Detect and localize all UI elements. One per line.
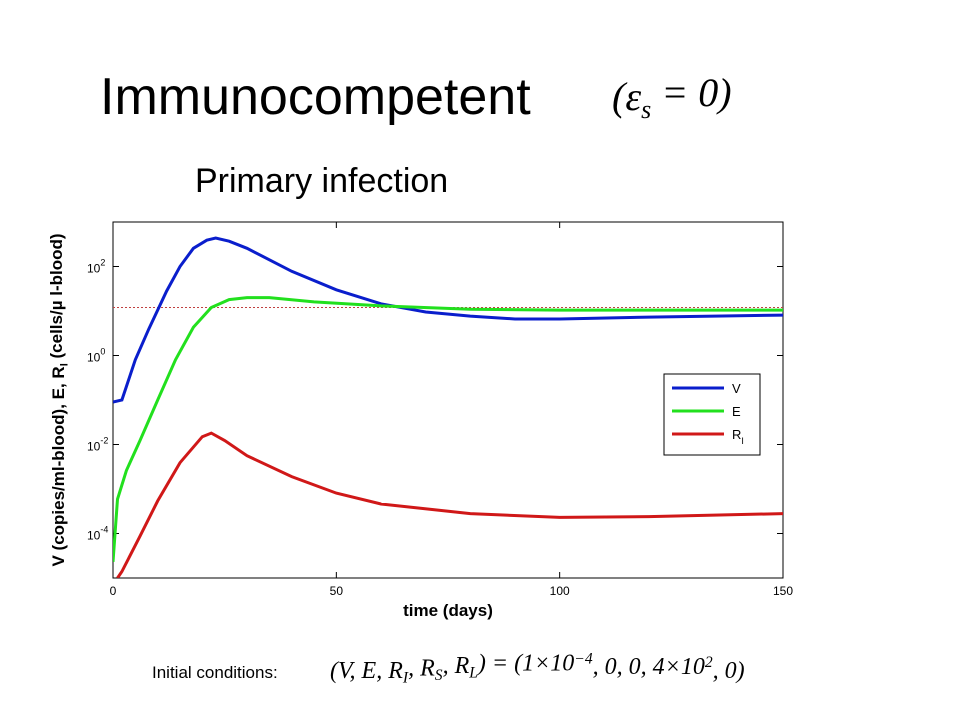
y-tick-exp: 0 bbox=[100, 347, 105, 357]
y-tick-base: 10 bbox=[87, 440, 101, 454]
x-axis-label: time (days) bbox=[403, 601, 493, 620]
formula-part: V (copies/ml-blood), E, R bbox=[49, 366, 68, 566]
formula-part: 2 bbox=[705, 654, 713, 671]
legend-name: E bbox=[732, 404, 741, 419]
title-formula: (εs = 0) bbox=[612, 70, 732, 124]
formula-part: , 0) bbox=[713, 658, 745, 684]
formula-part: = 0) bbox=[651, 70, 731, 115]
formula-part: I bbox=[402, 670, 409, 687]
x-tick-label: 150 bbox=[773, 584, 793, 598]
legend-name: R bbox=[732, 427, 741, 442]
y-tick-label: 100 bbox=[87, 347, 105, 365]
formula-part: I bbox=[58, 363, 70, 366]
y-tick-exp: 2 bbox=[100, 258, 105, 268]
series-line bbox=[113, 236, 783, 404]
y-tick-exp: -4 bbox=[100, 525, 108, 535]
legend-sub: I bbox=[741, 436, 744, 446]
y-tick-base: 10 bbox=[87, 351, 101, 365]
y-tick-base: 10 bbox=[87, 529, 101, 543]
formula-part: s bbox=[641, 95, 651, 124]
y-axis-label: V (copies/ml-blood), E, RI (cells/µ l-bl… bbox=[47, 233, 70, 566]
subtitle: Primary infection bbox=[195, 162, 448, 200]
y-tick-exp: -2 bbox=[100, 436, 108, 446]
formula-part: (ε bbox=[612, 74, 641, 119]
legend-name: V bbox=[732, 381, 741, 396]
y-tick-label: 10-2 bbox=[87, 436, 108, 454]
formula-part: −4 bbox=[574, 650, 593, 667]
y-tick-label: 10-4 bbox=[87, 525, 108, 543]
x-tick-label: 50 bbox=[330, 584, 344, 598]
formula-part: ) = (1×10 bbox=[476, 650, 574, 676]
formula-part: , R bbox=[408, 655, 435, 681]
footer-formula: (V, E, RI, RS, RL) = (1×10−4, 0, 0, 4×10… bbox=[330, 650, 745, 686]
formula-part: S bbox=[435, 667, 443, 684]
x-tick-label: 0 bbox=[110, 584, 117, 598]
y-tick-base: 10 bbox=[87, 262, 101, 276]
formula-part: , 0, 0, 4×10 bbox=[593, 654, 705, 680]
formula-part: (V, E, R bbox=[330, 658, 403, 684]
formula-part: (cells/µ l-blood) bbox=[47, 233, 66, 363]
legend-label: E bbox=[732, 404, 741, 419]
legend-label: RI bbox=[732, 427, 744, 446]
slide-title: Immunocompetent bbox=[100, 68, 531, 126]
plot-frame bbox=[112, 221, 784, 579]
x-tick-label: 100 bbox=[550, 584, 570, 598]
formula-part: L bbox=[468, 665, 478, 682]
formula-part: , R bbox=[443, 653, 470, 679]
legend-label: V bbox=[732, 381, 741, 396]
y-tick-label: 102 bbox=[87, 258, 105, 276]
legend-box bbox=[663, 373, 761, 456]
footer-label: Initial conditions: bbox=[152, 663, 278, 682]
series-line bbox=[116, 431, 783, 578]
series-line bbox=[113, 296, 783, 563]
